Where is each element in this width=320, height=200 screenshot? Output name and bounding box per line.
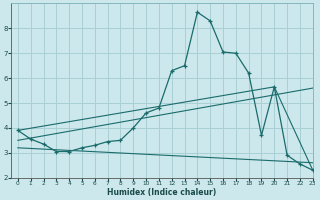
X-axis label: Humidex (Indice chaleur): Humidex (Indice chaleur) [108,188,217,197]
